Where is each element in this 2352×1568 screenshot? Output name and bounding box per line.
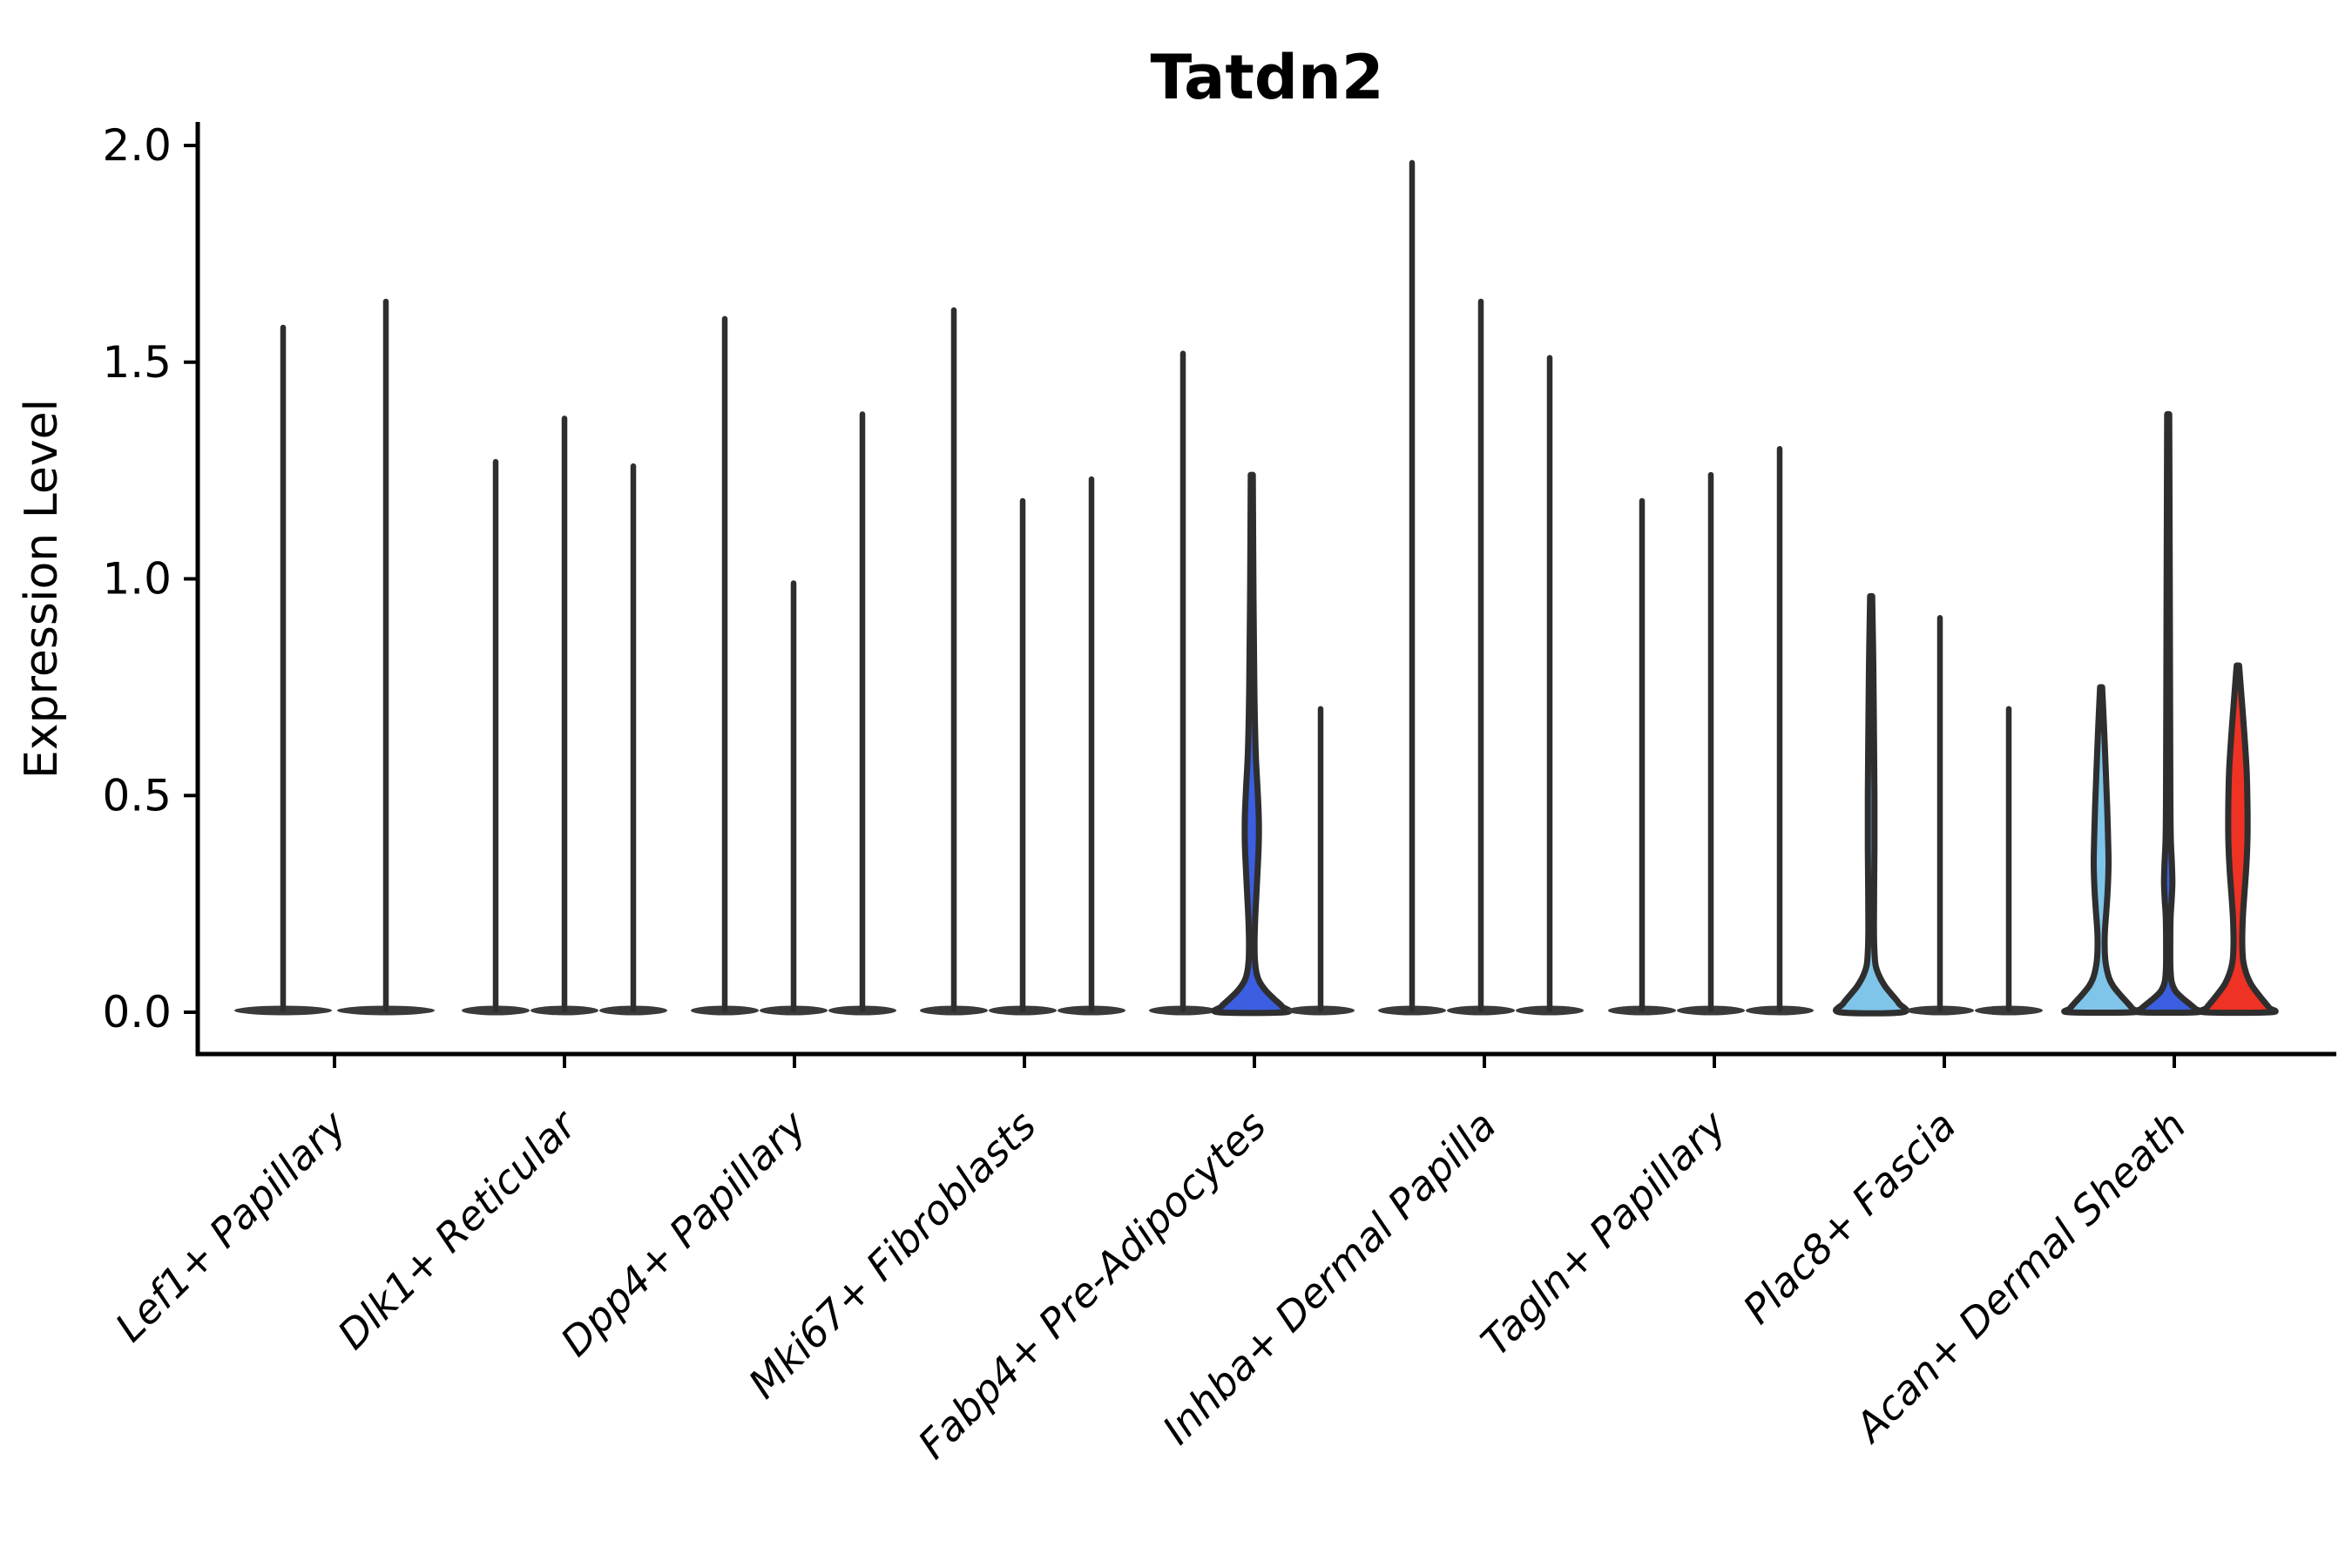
chart-title: Tatdn2 [1150, 42, 1384, 113]
x-axis-category-label: Tagln+ Papillary [1471, 1101, 1735, 1365]
violin-body [1833, 592, 1909, 1017]
y-tick-label: 1.0 [102, 554, 172, 605]
violin-body [1211, 471, 1293, 1017]
x-axis-category-label: Lef1+ Papillary [106, 1101, 355, 1350]
violin-body [2132, 411, 2204, 1017]
y-tick-label: 0.5 [102, 770, 172, 821]
y-tick-label: 0.0 [102, 987, 172, 1037]
violin-body [2197, 662, 2279, 1017]
x-axis-category-label: Dpp4+ Papillary [551, 1101, 815, 1365]
x-axis-category-label: Dlk1+ Reticular [328, 1099, 587, 1358]
violin-body [2061, 684, 2141, 1017]
y-tick-label: 1.5 [102, 337, 172, 388]
x-axis-category-label: Plac8+ Fascia [1734, 1102, 1964, 1333]
y-tick-label: 2.0 [102, 120, 172, 171]
